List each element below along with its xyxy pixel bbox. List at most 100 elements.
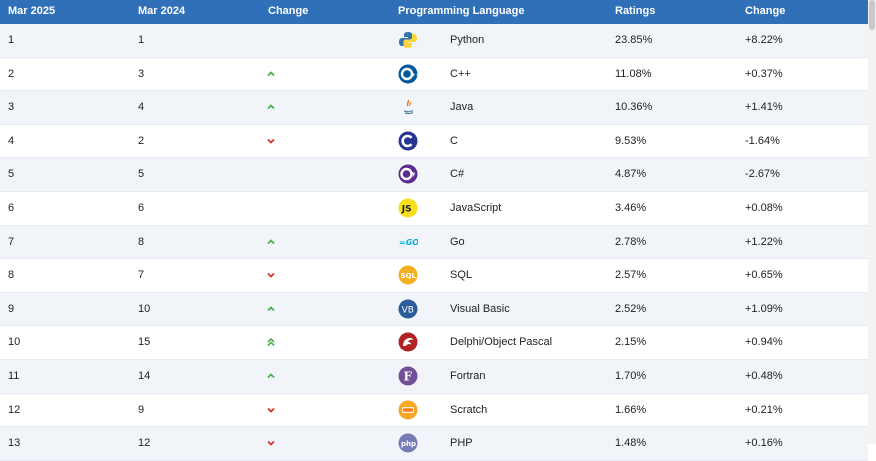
arrow-up-icon: [266, 226, 280, 259]
language-name[interactable]: C#: [450, 168, 465, 181]
table-row[interactable]: 1 1 Python 23.85% +8.22%: [0, 24, 868, 58]
rating-change: +0.37%: [745, 67, 783, 80]
java-logo-icon: [398, 97, 418, 117]
arrow-down-icon: [266, 394, 280, 427]
language-name[interactable]: Go: [450, 235, 465, 248]
visual-basic-logo-icon: VB: [398, 299, 418, 319]
rating-value: 1.66%: [615, 403, 647, 416]
cpp-logo-icon: ++: [398, 64, 418, 84]
scratch-logo-icon: [398, 400, 418, 420]
rank-2024: 4: [138, 101, 145, 114]
header-ratings[interactable]: Ratings: [615, 5, 656, 17]
table-row[interactable]: 9 10 VB Visual Basic 2.52% +1.09%: [0, 292, 868, 327]
rank-2024: 10: [138, 302, 151, 315]
table-row[interactable]: 3 4 Java 10.36% +1.41%: [0, 91, 868, 125]
rank-2025: 4: [8, 134, 15, 147]
table-row[interactable]: 2 3 ++ C++ 11.08% +0.37%: [0, 58, 868, 92]
javascript-logo-icon: JS: [398, 198, 418, 218]
rating-change: +0.08%: [745, 202, 783, 214]
svg-text:#: #: [411, 172, 416, 179]
rating-value: 2.52%: [615, 302, 647, 315]
header-mar-2025[interactable]: Mar 2025: [8, 5, 56, 17]
rating-change: +1.41%: [745, 101, 783, 114]
language-name[interactable]: Scratch: [450, 403, 488, 416]
arrow-up-icon: [266, 293, 280, 326]
scrollbar-thumb[interactable]: [869, 0, 875, 30]
arrow-up-icon: [266, 58, 280, 91]
table-row[interactable]: 6 6 JS JavaScript 3.46% +0.08%: [0, 192, 868, 226]
rating-value: 9.53%: [615, 134, 647, 147]
svg-text:SQL: SQL: [401, 272, 417, 280]
rank-2024: 7: [138, 269, 145, 282]
arrow-up-icon: [266, 360, 280, 393]
rank-2025: 6: [8, 202, 15, 214]
table-row[interactable]: 12 9 Scratch 1.66% +0.21%: [0, 394, 868, 428]
arrow-down-icon: [266, 259, 280, 292]
rank-2025: 10: [8, 336, 21, 349]
table-row[interactable]: 11 14 F Fortran 1.70% +0.48%: [0, 360, 868, 394]
rank-2024: 6: [138, 202, 145, 214]
rank-2025: 8: [8, 269, 15, 282]
rating-change: +1.09%: [745, 302, 783, 315]
table-row[interactable]: 4 2 C 9.53% -1.64%: [0, 125, 868, 159]
language-name[interactable]: Java: [450, 101, 474, 114]
language-name[interactable]: Delphi/Object Pascal: [450, 336, 553, 349]
rating-value: 2.57%: [615, 269, 647, 282]
svg-text:=GO: =GO: [399, 238, 418, 247]
rank-2025: 2: [8, 67, 15, 80]
rank-2025: 11: [8, 370, 20, 382]
rank-2024: 15: [138, 336, 151, 349]
language-name[interactable]: Visual Basic: [450, 302, 510, 315]
rating-value: 10.36%: [615, 101, 653, 114]
svg-text:php: php: [401, 440, 416, 448]
language-name[interactable]: C++: [450, 67, 471, 80]
rank-2024: 1: [138, 34, 145, 46]
rating-change: +0.48%: [745, 370, 783, 382]
rating-value: 23.85%: [615, 34, 653, 46]
language-name[interactable]: C: [450, 134, 458, 147]
double-arrow-up-icon: [266, 326, 280, 359]
sql-logo-icon: SQL: [398, 265, 418, 285]
rank-2025: 3: [8, 101, 15, 114]
rank-2025: 5: [8, 168, 15, 181]
rank-2024: 5: [138, 168, 145, 181]
table-header: Mar 2025 Mar 2024 Change Programming Lan…: [0, 0, 868, 24]
scrollbar[interactable]: [868, 0, 876, 444]
rank-2024: 14: [138, 370, 151, 382]
rating-value: 3.46%: [615, 202, 647, 214]
rating-value: 11.08%: [615, 67, 652, 80]
rating-change: +0.21%: [745, 403, 783, 416]
svg-text:++: ++: [412, 72, 419, 78]
rank-2024: 3: [138, 67, 145, 80]
rank-2024: 8: [138, 235, 145, 248]
table-row[interactable]: 10 15 Delphi/Object Pascal 2.15% +0.94%: [0, 326, 868, 360]
language-name[interactable]: SQL: [450, 269, 473, 282]
rating-change: +8.22%: [745, 34, 783, 46]
rank-2025: 1: [8, 34, 15, 46]
rating-change: -1.64%: [745, 134, 780, 147]
language-name[interactable]: Python: [450, 34, 485, 46]
rank-2024: 9: [138, 403, 145, 416]
rating-value: 4.87%: [615, 168, 647, 181]
rating-value: 1.70%: [615, 370, 647, 382]
header-programming-language[interactable]: Programming Language: [398, 5, 525, 17]
header-change-rank[interactable]: Change: [268, 5, 309, 17]
svg-text:VB: VB: [402, 305, 414, 315]
delphi-logo-icon: [398, 332, 418, 352]
table-row[interactable]: 7 8 =GO Go 2.78% +1.22%: [0, 225, 868, 260]
table-row[interactable]: 8 7 SQL SQL 2.57% +0.65%: [0, 259, 868, 293]
rating-change: +1.22%: [745, 235, 783, 248]
language-name[interactable]: Fortran: [450, 370, 486, 382]
header-change-percent[interactable]: Change: [745, 5, 786, 17]
svg-text:JS: JS: [401, 205, 412, 215]
go-logo-icon: =GO: [398, 232, 418, 252]
rating-change: +0.94%: [745, 336, 783, 349]
rank-2025: 9: [8, 302, 15, 315]
rank-2025: 7: [8, 235, 15, 248]
table-row[interactable]: 5 5 # C# 4.87% -2.67%: [0, 158, 868, 192]
rank-2025: 12: [8, 403, 21, 416]
arrow-up-icon: [266, 91, 280, 124]
python-logo-icon: [398, 30, 418, 50]
header-mar-2024[interactable]: Mar 2024: [138, 5, 186, 17]
language-name[interactable]: JavaScript: [450, 202, 502, 214]
